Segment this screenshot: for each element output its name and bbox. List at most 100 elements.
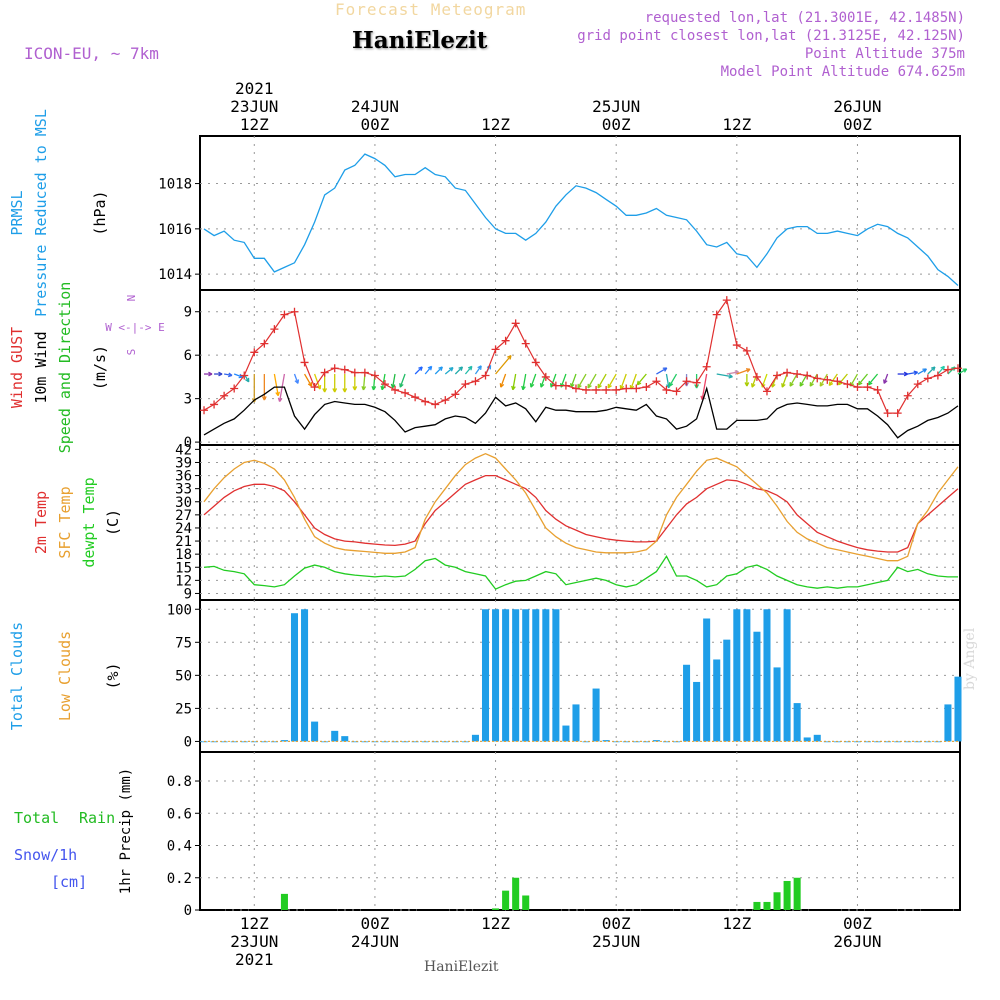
wind-arrow [781,373,788,388]
gust-marker [441,396,450,405]
y-tick-label: 27 [175,508,192,524]
gust-marker [873,385,882,394]
panel-series-label: 2m Temp [32,491,50,554]
wind-arrow-head [745,368,751,373]
wind-arrow-head [828,381,834,387]
cloud-bar-total [793,703,801,742]
y-tick-label: 0 [184,734,192,750]
wind-arrow [636,373,647,386]
footer-location: HaniElezit [424,959,499,975]
y-tick-label: 18 [175,547,192,563]
gust-marker [843,380,852,389]
gust-marker [702,362,711,371]
cloud-bar-total [803,737,811,742]
watermark: by Angel [962,627,978,690]
precip-bar [773,892,781,910]
cloud-bar-total [652,740,660,742]
wind-arrow-head [208,371,213,377]
wind-arrow [424,365,433,375]
wind-arrow [849,373,859,387]
gust-marker [853,383,862,392]
wind-arrow-head [744,382,750,387]
top-time-label: 00Z [843,115,872,134]
wind-arrow [828,373,838,386]
cloud-bar-total [723,639,731,742]
gust-marker [783,368,792,377]
location-title: HaniElezit [352,27,488,54]
cloud-bar-total [280,740,288,742]
gust-marker [541,372,550,381]
wind-arrow-head [751,383,756,388]
gust-marker [310,383,319,392]
wind-arrow [500,373,507,388]
y-tick-label: 9 [184,586,192,602]
wind-arrow [495,355,512,375]
wind-arrow-head [380,385,386,391]
cloud-bar-total [602,740,610,742]
wind-arrow [444,367,454,375]
wind-arrow [530,373,537,388]
forecast-meteogram-title: Forecast Meteogram [335,0,527,19]
y-tick-label: 1016 [158,222,192,238]
wind-arrow-head [342,388,348,393]
precip-bar [793,877,801,910]
wind-arrow [726,371,739,375]
wind-arrow-head [694,384,700,389]
wind-arrow [474,365,482,375]
gust-marker [551,381,560,390]
cloud-bar-total [884,741,892,743]
model-label: ICON-EU, ~ 7km [24,44,159,63]
gust-marker [350,368,359,377]
gust-marker [501,336,510,345]
bottom-time-label: 23JUN [230,932,278,951]
bottom-time-label: 12Z [240,914,269,933]
gust-marker [451,390,460,399]
wind-arrow [587,373,597,389]
wind-arrow-head [734,370,739,375]
cloud-bar-total [763,609,771,742]
gust-marker [943,365,952,374]
gust-marker [662,385,671,394]
gust-marker [833,377,842,386]
gust-marker [722,296,731,305]
cloud-bar-total [371,741,379,743]
gust-marker [571,384,580,393]
gust-marker [622,384,631,393]
y-tick-label: 1018 [158,177,192,193]
wind-arrow-head [218,371,223,377]
y-tick-label: 100 [167,602,192,618]
top-time-label: 12Z [481,115,510,134]
y-tick-label: 33 [175,482,192,498]
wind-arrow-head [361,386,367,391]
panel-series-label: Total Clouds [8,622,26,730]
precip-total-label: Total [14,809,59,827]
compass-west-east-label: W <-|-> E [105,321,165,334]
wind-arrow-head [521,385,526,391]
cloud-bar-total [783,609,791,742]
wind-arrow [907,371,918,375]
cloud-bar-total [924,741,932,743]
panel-clouds: 0 25 50 75 100 Total Clouds Low Clouds (%) [8,599,962,753]
wind-arrow [701,373,708,400]
cloud-bar-total [502,609,510,742]
series-line-dewpt-temp [203,555,958,590]
top-time-label: 2021 [235,79,274,98]
wind-arrow-head [809,382,814,387]
cloud-bar-total [552,609,560,742]
gust-marker [391,385,400,394]
wind-arrow-head [607,383,612,389]
gust-marker [491,345,500,354]
bottom-time-label: 26JUN [833,932,881,951]
wind-arrow-head [245,377,250,383]
model-point-altitude: Model Point Altitude 674.625m [720,64,965,80]
gust-marker [793,370,802,379]
wind-arrow-head [728,373,733,379]
panel-frame [199,289,961,446]
wind-arrow-head [507,355,512,360]
wind-arrow [868,373,879,386]
cloud-bar-total [773,667,781,742]
wind-arrow [597,373,607,389]
gust-marker [561,381,570,390]
gust-marker [592,385,601,394]
series-line-wind-gust [203,298,959,414]
